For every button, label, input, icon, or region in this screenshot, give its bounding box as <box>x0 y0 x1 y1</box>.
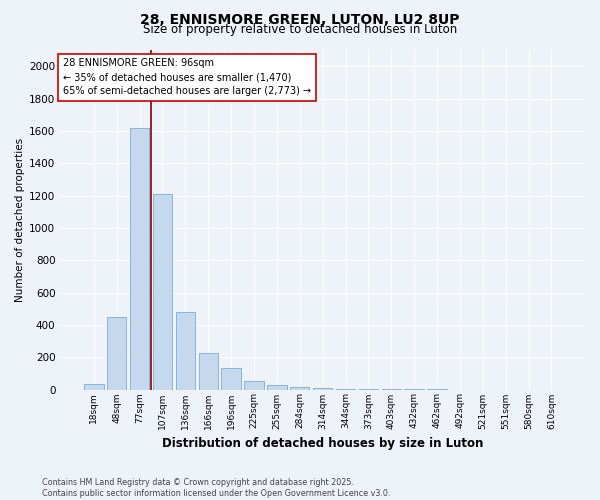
Bar <box>244 382 264 390</box>
Bar <box>84 384 104 390</box>
Text: Size of property relative to detached houses in Luton: Size of property relative to detached ho… <box>143 22 457 36</box>
Bar <box>130 128 149 390</box>
Bar <box>290 387 310 390</box>
Bar <box>199 353 218 390</box>
Bar <box>176 312 195 390</box>
Text: Contains HM Land Registry data © Crown copyright and database right 2025.
Contai: Contains HM Land Registry data © Crown c… <box>42 478 391 498</box>
Text: 28, ENNISMORE GREEN, LUTON, LU2 8UP: 28, ENNISMORE GREEN, LUTON, LU2 8UP <box>140 12 460 26</box>
Bar <box>313 388 332 390</box>
Bar <box>153 194 172 390</box>
Bar <box>336 388 355 390</box>
Text: 28 ENNISMORE GREEN: 96sqm
← 35% of detached houses are smaller (1,470)
65% of se: 28 ENNISMORE GREEN: 96sqm ← 35% of detac… <box>63 58 311 96</box>
Bar <box>107 317 127 390</box>
X-axis label: Distribution of detached houses by size in Luton: Distribution of detached houses by size … <box>162 437 484 450</box>
Bar <box>267 385 287 390</box>
Y-axis label: Number of detached properties: Number of detached properties <box>15 138 25 302</box>
Bar <box>221 368 241 390</box>
